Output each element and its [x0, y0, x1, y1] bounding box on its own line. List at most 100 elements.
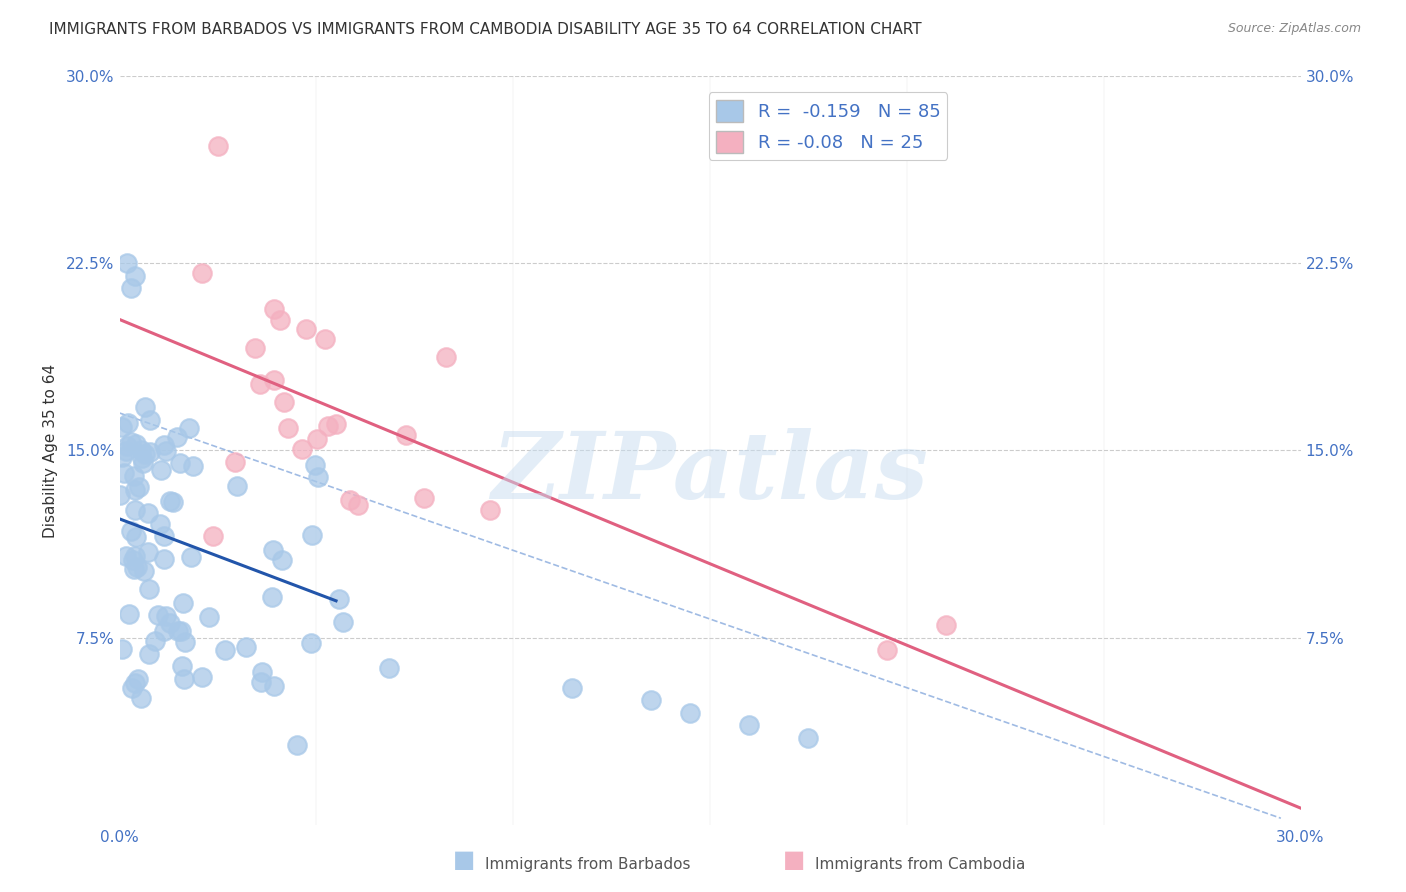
- Point: [117, 256, 139, 270]
- Point: [316, 419, 339, 434]
- Point: [277, 421, 299, 435]
- Point: [121, 681, 143, 695]
- Point: [207, 138, 229, 153]
- Point: [270, 553, 292, 567]
- Point: [263, 373, 285, 387]
- Text: Source: ZipAtlas.com: Source: ZipAtlas.com: [1227, 22, 1361, 36]
- Point: [111, 641, 134, 656]
- Point: [235, 640, 257, 654]
- Point: [124, 503, 146, 517]
- Point: [250, 665, 273, 679]
- Point: [159, 493, 181, 508]
- Point: [124, 268, 146, 283]
- Point: [124, 549, 146, 564]
- Point: [250, 675, 273, 690]
- Point: [146, 607, 169, 622]
- Point: [139, 412, 162, 426]
- Point: [291, 442, 314, 457]
- Point: [153, 438, 176, 452]
- Point: [125, 437, 148, 451]
- Point: [173, 672, 195, 686]
- Point: [170, 659, 193, 673]
- Point: [214, 643, 236, 657]
- Text: ■: ■: [783, 848, 806, 872]
- Point: [117, 416, 139, 430]
- Point: [132, 564, 155, 578]
- Point: [110, 420, 132, 434]
- Point: [115, 549, 138, 563]
- Point: [122, 562, 145, 576]
- Point: [134, 400, 156, 414]
- Point: [301, 528, 323, 542]
- Point: [136, 544, 159, 558]
- Point: [328, 591, 350, 606]
- Point: [170, 624, 193, 639]
- Point: [139, 444, 162, 458]
- Point: [120, 281, 142, 295]
- Point: [155, 609, 177, 624]
- Point: [138, 647, 160, 661]
- Text: Immigrants from Barbados: Immigrants from Barbados: [485, 857, 690, 872]
- Text: ZIPatlas: ZIPatlas: [492, 428, 928, 518]
- Point: [136, 506, 159, 520]
- Text: ■: ■: [453, 848, 475, 872]
- Point: [285, 738, 308, 752]
- Point: [129, 443, 152, 458]
- Point: [129, 690, 152, 705]
- Point: [198, 610, 221, 624]
- Point: [225, 479, 247, 493]
- Point: [110, 487, 132, 501]
- Point: [152, 552, 174, 566]
- Point: [150, 463, 173, 477]
- Point: [273, 395, 295, 409]
- Point: [263, 679, 285, 693]
- Point: [413, 491, 436, 505]
- Point: [797, 731, 820, 745]
- Point: [314, 332, 336, 346]
- Point: [167, 624, 190, 638]
- Point: [377, 661, 399, 675]
- Point: [307, 470, 329, 484]
- Point: [169, 456, 191, 470]
- Point: [124, 676, 146, 690]
- Point: [191, 267, 214, 281]
- Point: [152, 528, 174, 542]
- Point: [134, 446, 156, 460]
- Text: Immigrants from Cambodia: Immigrants from Cambodia: [815, 857, 1026, 872]
- Point: [166, 430, 188, 444]
- Point: [935, 618, 957, 632]
- Point: [260, 591, 283, 605]
- Point: [190, 669, 212, 683]
- Point: [561, 681, 583, 695]
- Point: [224, 455, 246, 469]
- Point: [395, 427, 418, 442]
- Point: [112, 466, 135, 480]
- Point: [115, 440, 138, 454]
- Point: [177, 421, 200, 435]
- Point: [128, 480, 150, 494]
- Point: [162, 495, 184, 509]
- Point: [149, 517, 172, 532]
- Point: [153, 624, 176, 638]
- Point: [132, 456, 155, 470]
- Point: [127, 672, 149, 686]
- Point: [138, 582, 160, 596]
- Point: [263, 302, 285, 317]
- Point: [201, 529, 224, 543]
- Point: [120, 524, 142, 538]
- Point: [299, 636, 322, 650]
- Point: [181, 459, 204, 474]
- Point: [339, 493, 361, 508]
- Point: [122, 553, 145, 567]
- Y-axis label: Disability Age 35 to 64: Disability Age 35 to 64: [42, 363, 58, 538]
- Point: [120, 434, 142, 449]
- Point: [876, 643, 898, 657]
- Point: [640, 693, 662, 707]
- Text: IMMIGRANTS FROM BARBADOS VS IMMIGRANTS FROM CAMBODIA DISABILITY AGE 35 TO 64 COR: IMMIGRANTS FROM BARBADOS VS IMMIGRANTS F…: [49, 22, 922, 37]
- Point: [269, 312, 291, 326]
- Point: [111, 450, 134, 465]
- Legend: R =  -0.159   N = 85, R = -0.08   N = 25: R = -0.159 N = 85, R = -0.08 N = 25: [709, 93, 948, 160]
- Point: [180, 549, 202, 564]
- Point: [159, 616, 181, 631]
- Point: [131, 451, 153, 466]
